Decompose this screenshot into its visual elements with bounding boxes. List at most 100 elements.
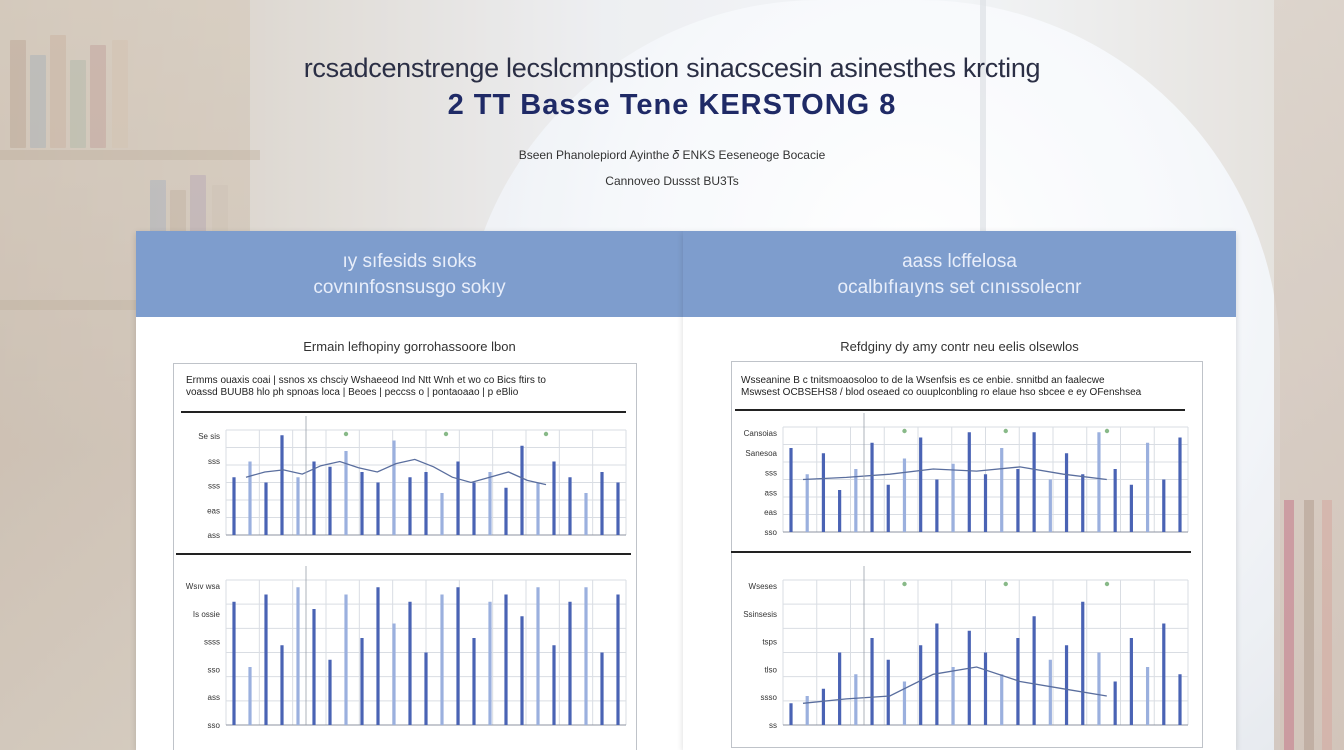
bar [552, 461, 556, 535]
bar [1000, 448, 1004, 532]
bar [1129, 638, 1133, 725]
marker [902, 428, 907, 434]
bar-chart-left-bottom: Wsıv wsa Is ossie ssss sso ass sso [186, 566, 627, 730]
marker [443, 431, 449, 437]
panel-heading: ıy sıfesids sıoks [342, 251, 477, 272]
bar [919, 645, 923, 725]
bar [805, 696, 809, 725]
bar [344, 451, 348, 535]
title-area: rcsadcenstrenge lecslcmnpstion sinacsces… [0, 50, 1344, 194]
y-tick-label: sso [208, 721, 221, 730]
y-tick-label: sso [765, 528, 778, 537]
panel-caption: Refdginy dy amy contr neu eelis olsewlos [840, 339, 1079, 354]
y-tick-label: Wsıv wsa [186, 582, 221, 591]
panel-right: aass lcffelosa ocalbıfıaıyns set cınısso… [683, 231, 1236, 750]
byline-line-2: Cannoveo Dussst BU3Ts [605, 174, 739, 188]
y-tick-label: sss [765, 469, 777, 478]
bar [902, 681, 907, 725]
bar [1145, 667, 1150, 725]
bar [838, 490, 842, 532]
bar [248, 461, 252, 535]
y-tick-label: Wseses [749, 582, 777, 591]
y-tick-label: Is ossie [193, 610, 221, 619]
y-tick-label: ass [765, 488, 777, 497]
bar [1097, 432, 1101, 532]
book [50, 35, 66, 148]
byline-line-1: Bseen Phanolepiord Ayinthe 𝛿 ENKS Eesene… [518, 148, 826, 162]
bar [440, 594, 444, 725]
shelf-board [0, 150, 260, 160]
panel-caption: Ermain lefhopiny gorrohassoore lbon [303, 339, 516, 354]
trend-line [802, 466, 1107, 481]
bar [821, 688, 826, 725]
bar [886, 484, 890, 532]
bar [951, 667, 955, 725]
bar [280, 645, 284, 725]
bar [1178, 437, 1182, 532]
bar [248, 667, 252, 725]
bar [1081, 601, 1085, 725]
bar [552, 645, 556, 725]
bar [312, 609, 316, 725]
y-tick-label: eas [764, 508, 777, 517]
y-tick-label: Ssinsesis [743, 610, 777, 619]
chart-rule [735, 409, 1185, 411]
chart-rule [181, 411, 626, 413]
bar-chart-left-top: Se sis sss sss eas ass [198, 416, 627, 540]
bar [1129, 484, 1133, 532]
book [112, 40, 128, 148]
y-tick-label: tsps [762, 638, 777, 647]
y-tick-label: ssso [761, 693, 778, 702]
bar [616, 594, 620, 725]
bar [328, 466, 332, 535]
bar [1081, 474, 1085, 532]
bar [821, 453, 826, 532]
book [70, 60, 86, 148]
bar [264, 594, 268, 725]
book [10, 40, 26, 148]
y-tick-label: Se sis [198, 432, 220, 441]
bar [520, 445, 524, 535]
bar [1178, 674, 1182, 725]
bar [983, 652, 988, 725]
bar [935, 479, 939, 532]
bar [408, 601, 412, 725]
bar [870, 442, 874, 532]
bar [296, 477, 300, 535]
bar [376, 587, 380, 725]
bar [886, 659, 890, 725]
book [1322, 500, 1332, 750]
bar [296, 587, 300, 725]
bar [504, 487, 508, 535]
marker [1003, 581, 1008, 587]
y-tick-label: Cansoias [744, 429, 777, 438]
bar [1162, 479, 1166, 532]
bar [392, 623, 396, 725]
bar [919, 437, 923, 532]
bar [870, 638, 874, 725]
y-tick-label: ass [208, 531, 220, 540]
bar [584, 493, 588, 535]
book [90, 45, 106, 148]
bar [376, 482, 380, 535]
bar [983, 474, 988, 532]
marker [902, 581, 907, 587]
bar-chart-right-top: Cansoias Sanesoa sss ass eas sso [744, 413, 1189, 537]
bar [967, 630, 971, 725]
y-tick-label: ass [208, 693, 220, 702]
bar [1097, 652, 1101, 725]
bar [568, 477, 572, 535]
bar [536, 482, 540, 535]
bar [600, 472, 604, 535]
bar [789, 703, 793, 725]
trend-line [802, 666, 1107, 704]
marker [343, 431, 349, 437]
bar [616, 482, 620, 535]
book [30, 55, 46, 148]
bar [536, 587, 540, 725]
bar [1064, 453, 1069, 532]
y-tick-label: tlso [765, 665, 778, 674]
panel-header: aass lcffelosa ocalbıfıaıyns set cınısso… [683, 231, 1236, 317]
bar [1000, 674, 1004, 725]
bar [789, 448, 793, 532]
